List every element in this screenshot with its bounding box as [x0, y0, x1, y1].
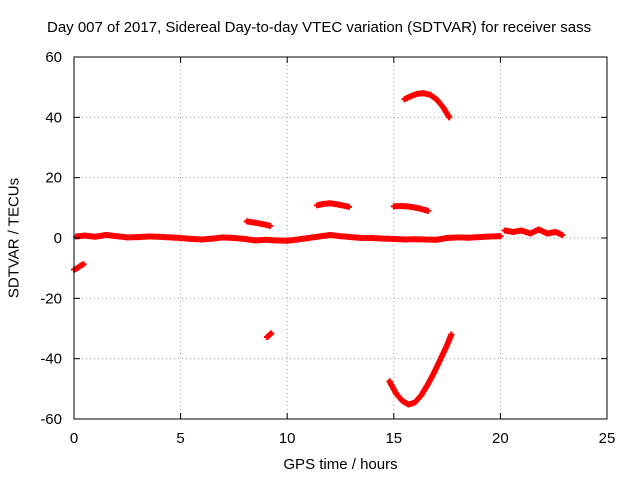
x-tick-label: 15: [385, 430, 402, 447]
x-tick-label: 20: [492, 430, 509, 447]
data-point: [80, 261, 87, 268]
x-tick-label: 10: [279, 430, 296, 447]
x-axis-label: GPS time / hours: [283, 456, 398, 473]
data-point: [448, 331, 455, 338]
y-tick-label: 20: [45, 170, 62, 187]
x-tick-label: 0: [70, 430, 78, 447]
data-points: [71, 90, 566, 408]
data-point: [497, 233, 504, 240]
data-point: [446, 114, 453, 121]
ticks: 0 5 10 15 20 25 -60 -40 -20 0 20 40 60: [40, 49, 615, 447]
data-point: [268, 330, 275, 337]
data-point: [559, 231, 566, 238]
y-tick-label: 0: [54, 230, 62, 247]
x-tick-label: 5: [176, 430, 184, 447]
data-point: [346, 203, 353, 210]
data-point: [424, 207, 431, 214]
y-tick-label: 60: [45, 49, 62, 66]
y-tick-label: -40: [40, 351, 62, 368]
x-tick-label: 25: [599, 430, 616, 447]
y-tick-label: 40: [45, 109, 62, 126]
y-tick-label: -60: [40, 411, 62, 428]
data-point: [267, 222, 274, 229]
y-tick-label: -20: [40, 290, 62, 307]
y-axis-label: SDTVAR / TECUs: [5, 177, 23, 299]
chart-title: Day 007 of 2017, Sidereal Day-to-day VTE…: [47, 19, 592, 36]
